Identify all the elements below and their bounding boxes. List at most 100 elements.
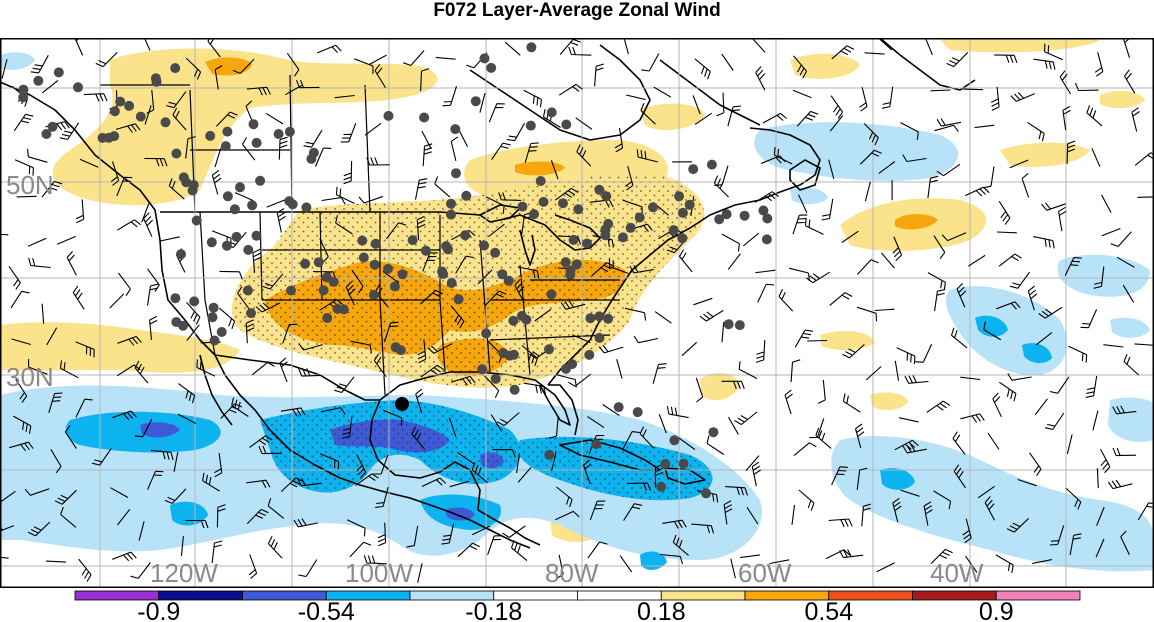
wind-barb [343, 160, 353, 185]
station-dot [446, 198, 456, 209]
wind-barb [654, 311, 672, 324]
wind-barb [521, 345, 538, 367]
wind-barb [623, 38, 629, 55]
wind-barb [211, 540, 223, 563]
station-dot [221, 240, 232, 251]
wind-barb [27, 148, 48, 163]
station-dot [721, 209, 732, 220]
wind-barb [414, 178, 428, 200]
wind-barb [298, 368, 322, 377]
wind-barb [548, 416, 559, 439]
wind-barb [251, 361, 275, 376]
station-dot [529, 209, 539, 220]
colorbar-label: -0.18 [465, 598, 522, 622]
wind-barb [485, 196, 505, 214]
wind-barb [902, 154, 927, 163]
lat-label-50n: 50N [6, 170, 54, 200]
wind-barb [831, 45, 855, 60]
wind-barb [817, 379, 826, 404]
station-dot [594, 184, 605, 195]
station-dot [453, 294, 464, 305]
wind-barb [116, 508, 131, 526]
wind-barb [1110, 231, 1132, 248]
wind-barb [41, 79, 59, 94]
station-dot [585, 313, 596, 324]
wind-barb [202, 472, 220, 492]
wind-barb [974, 124, 995, 129]
wind-barb [1058, 206, 1067, 232]
labrador-coast [659, 59, 761, 126]
wind-barb [74, 38, 84, 56]
station-dot [617, 232, 628, 243]
wind-barb [930, 89, 951, 92]
wind-barb [757, 283, 775, 303]
wind-barb [59, 122, 80, 141]
station-dot [660, 458, 671, 469]
canada-provinces [100, 74, 371, 213]
wind-barb [769, 559, 790, 565]
zonal-wind-map: 50N 30N 120W 100W 80W 60W 40W [0, 38, 1154, 588]
light-blue-top-left [0, 52, 35, 70]
wind-barb [50, 449, 62, 474]
wind-barb [496, 412, 520, 427]
wind-barb [863, 123, 879, 146]
wind-barb [427, 343, 452, 354]
wind-barb [556, 486, 573, 508]
wind-barb [186, 302, 201, 325]
station-dot [560, 257, 571, 268]
wind-barb [614, 128, 624, 153]
wind-barb [523, 382, 546, 395]
station-dot [389, 281, 400, 292]
wind-barb [117, 272, 131, 296]
wind-barb [298, 343, 323, 351]
wind-barb [13, 415, 32, 434]
wind-barb [930, 548, 953, 564]
wind-barb [728, 416, 739, 435]
wind-barb [652, 363, 667, 384]
station-dot [368, 289, 379, 300]
station-dot [567, 359, 578, 370]
wind-barb [117, 335, 142, 346]
wind-barb [968, 254, 986, 267]
wind-barb [560, 300, 586, 310]
wind-barb [794, 329, 814, 348]
wind-barb [654, 463, 664, 488]
wind-barb [146, 470, 164, 490]
station-dot [656, 481, 667, 492]
yellow-patch-labrador [790, 53, 860, 79]
wind-barb [691, 523, 715, 534]
wind-barb [854, 423, 865, 449]
yellow-patch-se-atlantic [700, 373, 740, 401]
wind-barb [320, 407, 346, 415]
wind-barb [91, 448, 112, 466]
lon-label-60w: 60W [738, 558, 792, 588]
wind-barb [725, 486, 748, 496]
wind-barb [915, 343, 933, 363]
wind-barb [1021, 172, 1030, 198]
station-dot [188, 180, 199, 190]
station-dot [383, 110, 394, 121]
wind-barb [146, 89, 155, 114]
wind-barb [59, 360, 79, 379]
medium-blue-west-low [170, 501, 208, 526]
wind-barb [1034, 398, 1048, 416]
wind-barb [746, 506, 759, 525]
wind-barb [864, 181, 871, 202]
station-dot [634, 212, 645, 223]
medium-blue-carib-low [640, 551, 667, 570]
light-blue-far-east [1057, 254, 1150, 297]
wind-barb [14, 159, 34, 176]
station-dot [584, 349, 595, 360]
station-dot [124, 100, 135, 111]
wind-barb [784, 389, 793, 415]
wind-barb [894, 360, 900, 381]
wind-barb [1100, 448, 1111, 474]
wind-barb [321, 197, 346, 205]
station-dot [178, 320, 188, 331]
wind-barb [109, 293, 125, 309]
wind-barb [809, 418, 825, 439]
wind-barb [523, 89, 542, 108]
wind-barb [1124, 69, 1136, 94]
wind-barb [219, 270, 243, 280]
wind-barb [406, 525, 419, 548]
